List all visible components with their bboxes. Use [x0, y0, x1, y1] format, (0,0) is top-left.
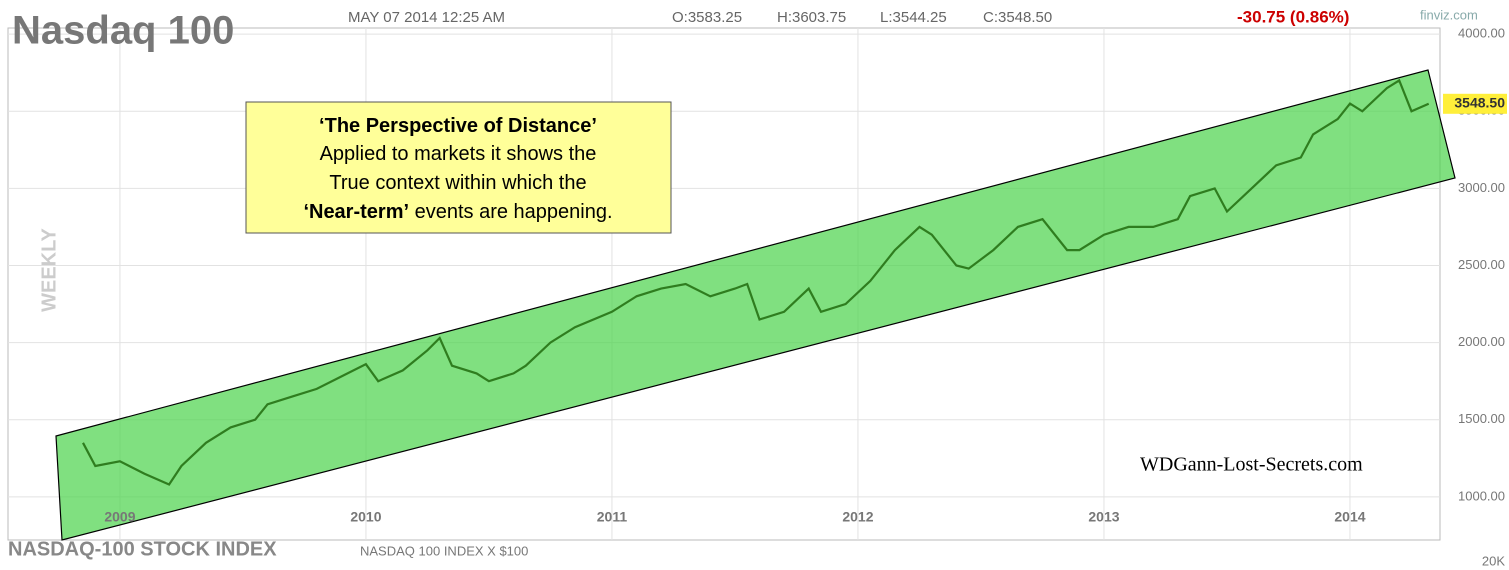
index-note: NASDAQ 100 INDEX X $100 — [360, 543, 528, 558]
open: O:3583.25 — [672, 9, 742, 26]
period-label: WEEKLY — [38, 227, 60, 311]
change: -30.75 (0.86%) — [1237, 7, 1349, 26]
datetime: MAY 07 2014 12:25 AM — [348, 9, 505, 26]
watermark: WDGann-Lost-Secrets.com — [1140, 454, 1363, 476]
chart-title: Nasdaq 100 — [12, 9, 234, 53]
annotation-line: Applied to markets it shows the — [320, 143, 597, 165]
y-tick-label: 4000.00 — [1458, 26, 1505, 41]
y-tick-label: 1500.00 — [1458, 411, 1505, 426]
annotation-text: Applied to markets it shows the — [320, 143, 597, 165]
x-tick-label: 2009 — [104, 509, 135, 525]
price-line — [82, 78, 1430, 486]
last-price-label: 3548.50 — [1454, 95, 1505, 111]
annotation-text: events are happening. — [409, 201, 613, 223]
annotation-box — [245, 101, 672, 234]
x-tick-label: 2011 — [597, 509, 628, 525]
x-tick-label: 2010 — [350, 509, 381, 525]
annotation-line: True context within which the — [329, 172, 586, 194]
subtitle: NASDAQ-100 STOCK INDEX — [8, 538, 277, 560]
x-tick-label: 2014 — [1334, 509, 1365, 525]
annotation-line: ‘The Perspective of Distance’ — [319, 115, 597, 137]
marks — [82, 78, 1430, 486]
annotation-text: True context within which the — [329, 172, 586, 194]
annotation-text: ‘The Perspective of Distance’ — [319, 115, 597, 137]
y-tick-label: 2500.00 — [1458, 257, 1505, 272]
last-price-badge — [1443, 93, 1507, 114]
volume-label: 20K — [1482, 553, 1505, 568]
annotation-text: ‘Near-term’ — [303, 201, 409, 223]
low: L:3544.25 — [880, 9, 947, 26]
y-tick-label: 1000.00 — [1458, 488, 1505, 503]
x-tick-label: 2012 — [842, 509, 873, 525]
close: C:3548.50 — [983, 9, 1052, 26]
x-tick-label: 2013 — [1088, 509, 1119, 525]
annotation: ‘The Perspective of Distance’ Applied to … — [303, 115, 612, 223]
y-tick-label: 3000.00 — [1458, 180, 1505, 195]
y-tick-label: 2000.00 — [1458, 334, 1505, 349]
annotation-line: ‘Near-term’ events are happening. — [303, 201, 612, 223]
source: finviz.com — [1420, 7, 1478, 22]
high: H:3603.75 — [777, 9, 846, 26]
plot-frame — [7, 27, 1441, 541]
